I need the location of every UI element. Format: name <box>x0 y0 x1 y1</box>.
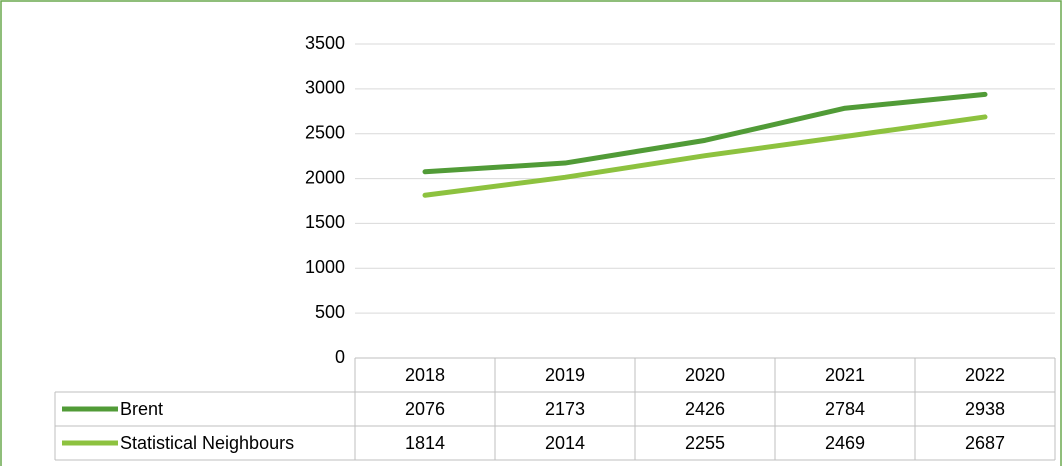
y-tick-label: 1500 <box>305 212 345 232</box>
x-tick-label: 2022 <box>965 365 1005 385</box>
series-line <box>422 91 988 175</box>
table-value: 2469 <box>825 433 865 453</box>
x-tick-label: 2019 <box>545 365 585 385</box>
y-tick-label: 500 <box>315 302 345 322</box>
y-tick-label: 2500 <box>305 122 345 142</box>
series-line <box>422 114 988 198</box>
table-value: 2173 <box>545 399 585 419</box>
table-value: 2784 <box>825 399 865 419</box>
y-tick-label: 2000 <box>305 167 345 187</box>
x-tick-label: 2020 <box>685 365 725 385</box>
table-value: 2076 <box>405 399 445 419</box>
legend-label: Brent <box>120 399 163 419</box>
y-tick-label: 3000 <box>305 78 345 98</box>
table-value: 2687 <box>965 433 1005 453</box>
table-value: 2938 <box>965 399 1005 419</box>
legend-label: Statistical Neighbours <box>120 433 294 453</box>
table-value: 2014 <box>545 433 585 453</box>
table-value: 2255 <box>685 433 725 453</box>
table-value: 2426 <box>685 399 725 419</box>
x-tick-label: 2021 <box>825 365 865 385</box>
y-tick-label: 1000 <box>305 257 345 277</box>
y-tick-label: 0 <box>335 347 345 367</box>
x-tick-label: 2018 <box>405 365 445 385</box>
y-tick-label: 3500 <box>305 33 345 53</box>
table-value: 1814 <box>405 433 445 453</box>
